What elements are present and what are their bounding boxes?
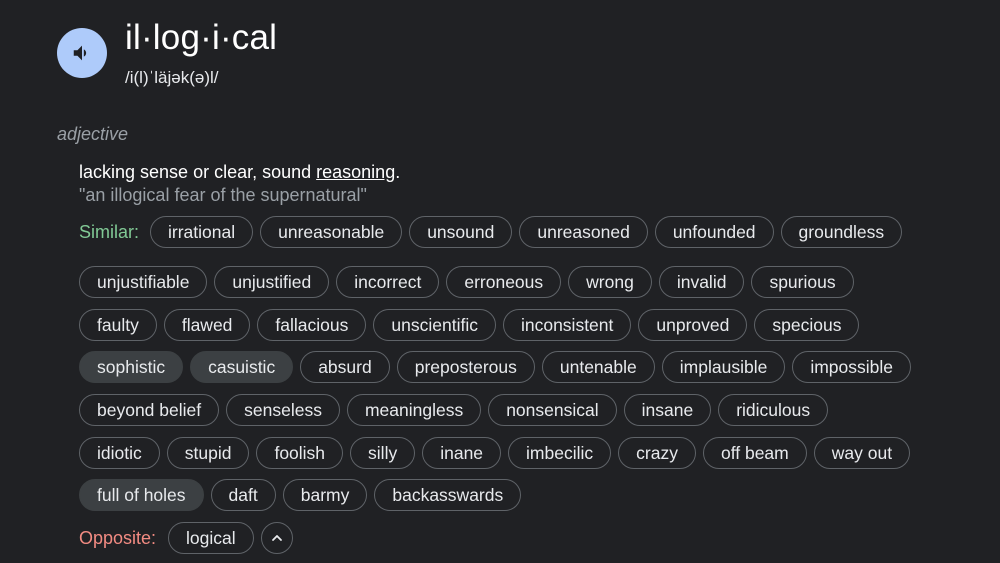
similar-word-chip[interactable]: incorrect xyxy=(336,266,440,298)
similar-row: beyond belief senseless meaningless nonsens… xyxy=(79,394,829,426)
similar-word-chip[interactable]: foolish xyxy=(256,437,344,469)
similar-word-chip[interactable]: erroneous xyxy=(446,266,562,298)
similar-word-chip[interactable]: barmy xyxy=(282,479,368,511)
similar-word-chip[interactable]: unscientific xyxy=(373,309,496,341)
similar-word-chip[interactable]: groundless xyxy=(780,216,903,248)
similar-word-chip[interactable]: absurd xyxy=(300,351,390,383)
similar-word-chip[interactable]: unsound xyxy=(409,216,513,248)
similar-word-chip[interactable]: daft xyxy=(210,479,276,511)
opposite-label: Opposite: xyxy=(79,527,157,548)
similar-word-chip[interactable]: insane xyxy=(623,394,712,426)
similar-word-chip[interactable]: unjustifiable xyxy=(79,266,208,298)
similar-word-chip[interactable]: impossible xyxy=(792,351,911,383)
similar-word-chip[interactable]: crazy xyxy=(618,437,696,469)
similar-word-chip[interactable]: beyond belief xyxy=(79,394,220,426)
similar-word-chip[interactable]: senseless xyxy=(226,394,340,426)
similar-word-chip[interactable]: unreasonable xyxy=(260,216,403,248)
similar-word-chip[interactable]: casuistic xyxy=(190,351,294,383)
similar-word-chip[interactable]: wrong xyxy=(568,266,652,298)
similar-word-chip[interactable]: meaningless xyxy=(346,394,482,426)
similar-word-chip[interactable]: idiotic xyxy=(79,437,160,469)
similar-row: idiotic stupid foolish silly inane imbecilic c… xyxy=(79,437,911,469)
similar-word-chip[interactable]: fallacious xyxy=(257,309,367,341)
similar-row: unjustifiable unjustified incorrect erroneo… xyxy=(79,266,854,298)
similar-row: full of holes daft barmy backasswards xyxy=(79,479,522,511)
part-of-speech: adjective xyxy=(57,124,129,144)
similar-word-chip[interactable]: off beam xyxy=(702,437,807,469)
similar-label: Similar: xyxy=(79,221,140,242)
collapse-button[interactable] xyxy=(260,522,293,554)
definition-text-prefix: lacking sense or clear, sound xyxy=(79,162,317,182)
similar-word-chip[interactable]: backasswards xyxy=(374,479,522,511)
similar-word-chip[interactable]: untenable xyxy=(541,351,655,383)
similar-word-chip[interactable]: unproved xyxy=(638,309,748,341)
similar-word-chip[interactable]: stupid xyxy=(166,437,250,469)
pronunciation-speaker-button[interactable] xyxy=(57,28,107,78)
similar-row: sophistic casuistic absurd preposterous unte… xyxy=(79,351,911,383)
chevron-up-icon xyxy=(271,535,282,541)
similar-word-chip[interactable]: unreasoned xyxy=(519,216,648,248)
similar-row: faulty flawed fallacious unscientific incons… xyxy=(79,309,860,341)
similar-word-chip[interactable]: invalid xyxy=(658,266,745,298)
similar-word-chip[interactable]: specious xyxy=(754,309,860,341)
example-sentence: "an illogical fear of the supernatural" xyxy=(79,185,367,205)
similar-word-chip[interactable]: faulty xyxy=(79,309,157,341)
similar-word-chip[interactable]: inconsistent xyxy=(502,309,632,341)
similar-word-chip[interactable]: unjustified xyxy=(214,266,330,298)
similar-word-chip[interactable]: flawed xyxy=(163,309,251,341)
similar-word-chip[interactable]: inane xyxy=(422,437,502,469)
opposite-word-chip[interactable]: logical xyxy=(168,522,254,554)
similar-word-chip[interactable]: preposterous xyxy=(396,351,535,383)
definition: lacking sense or clear, sound reasoning. xyxy=(79,162,400,183)
similar-word-chip[interactable]: silly xyxy=(350,437,416,469)
similar-row: Similar: irrational unreasonable unsound unr… xyxy=(79,216,903,248)
opposite-words-row: Opposite: logical xyxy=(79,522,293,554)
similar-word-chip[interactable]: spurious xyxy=(751,266,854,298)
speaker-icon xyxy=(73,45,87,61)
similar-word-chip[interactable]: irrational xyxy=(150,216,254,248)
phonetic-spelling: /i(l)ˈläjək(ə)l/ xyxy=(125,68,219,87)
similar-word-chip[interactable]: way out xyxy=(813,437,911,469)
headword: il·log·i·cal xyxy=(125,18,278,57)
similar-word-chip[interactable]: imbecilic xyxy=(508,437,612,469)
similar-word-chip[interactable]: nonsensical xyxy=(488,394,617,426)
similar-word-chip[interactable]: implausible xyxy=(661,351,786,383)
similar-word-chip[interactable]: sophistic xyxy=(79,351,184,383)
definition-text-suffix: . xyxy=(395,162,401,182)
similar-word-chip[interactable]: full of holes xyxy=(79,479,204,511)
similar-word-chip[interactable]: ridiculous xyxy=(718,394,829,426)
reasoning-link[interactable]: reasoning xyxy=(316,162,396,182)
similar-word-chip[interactable]: unfounded xyxy=(654,216,774,248)
